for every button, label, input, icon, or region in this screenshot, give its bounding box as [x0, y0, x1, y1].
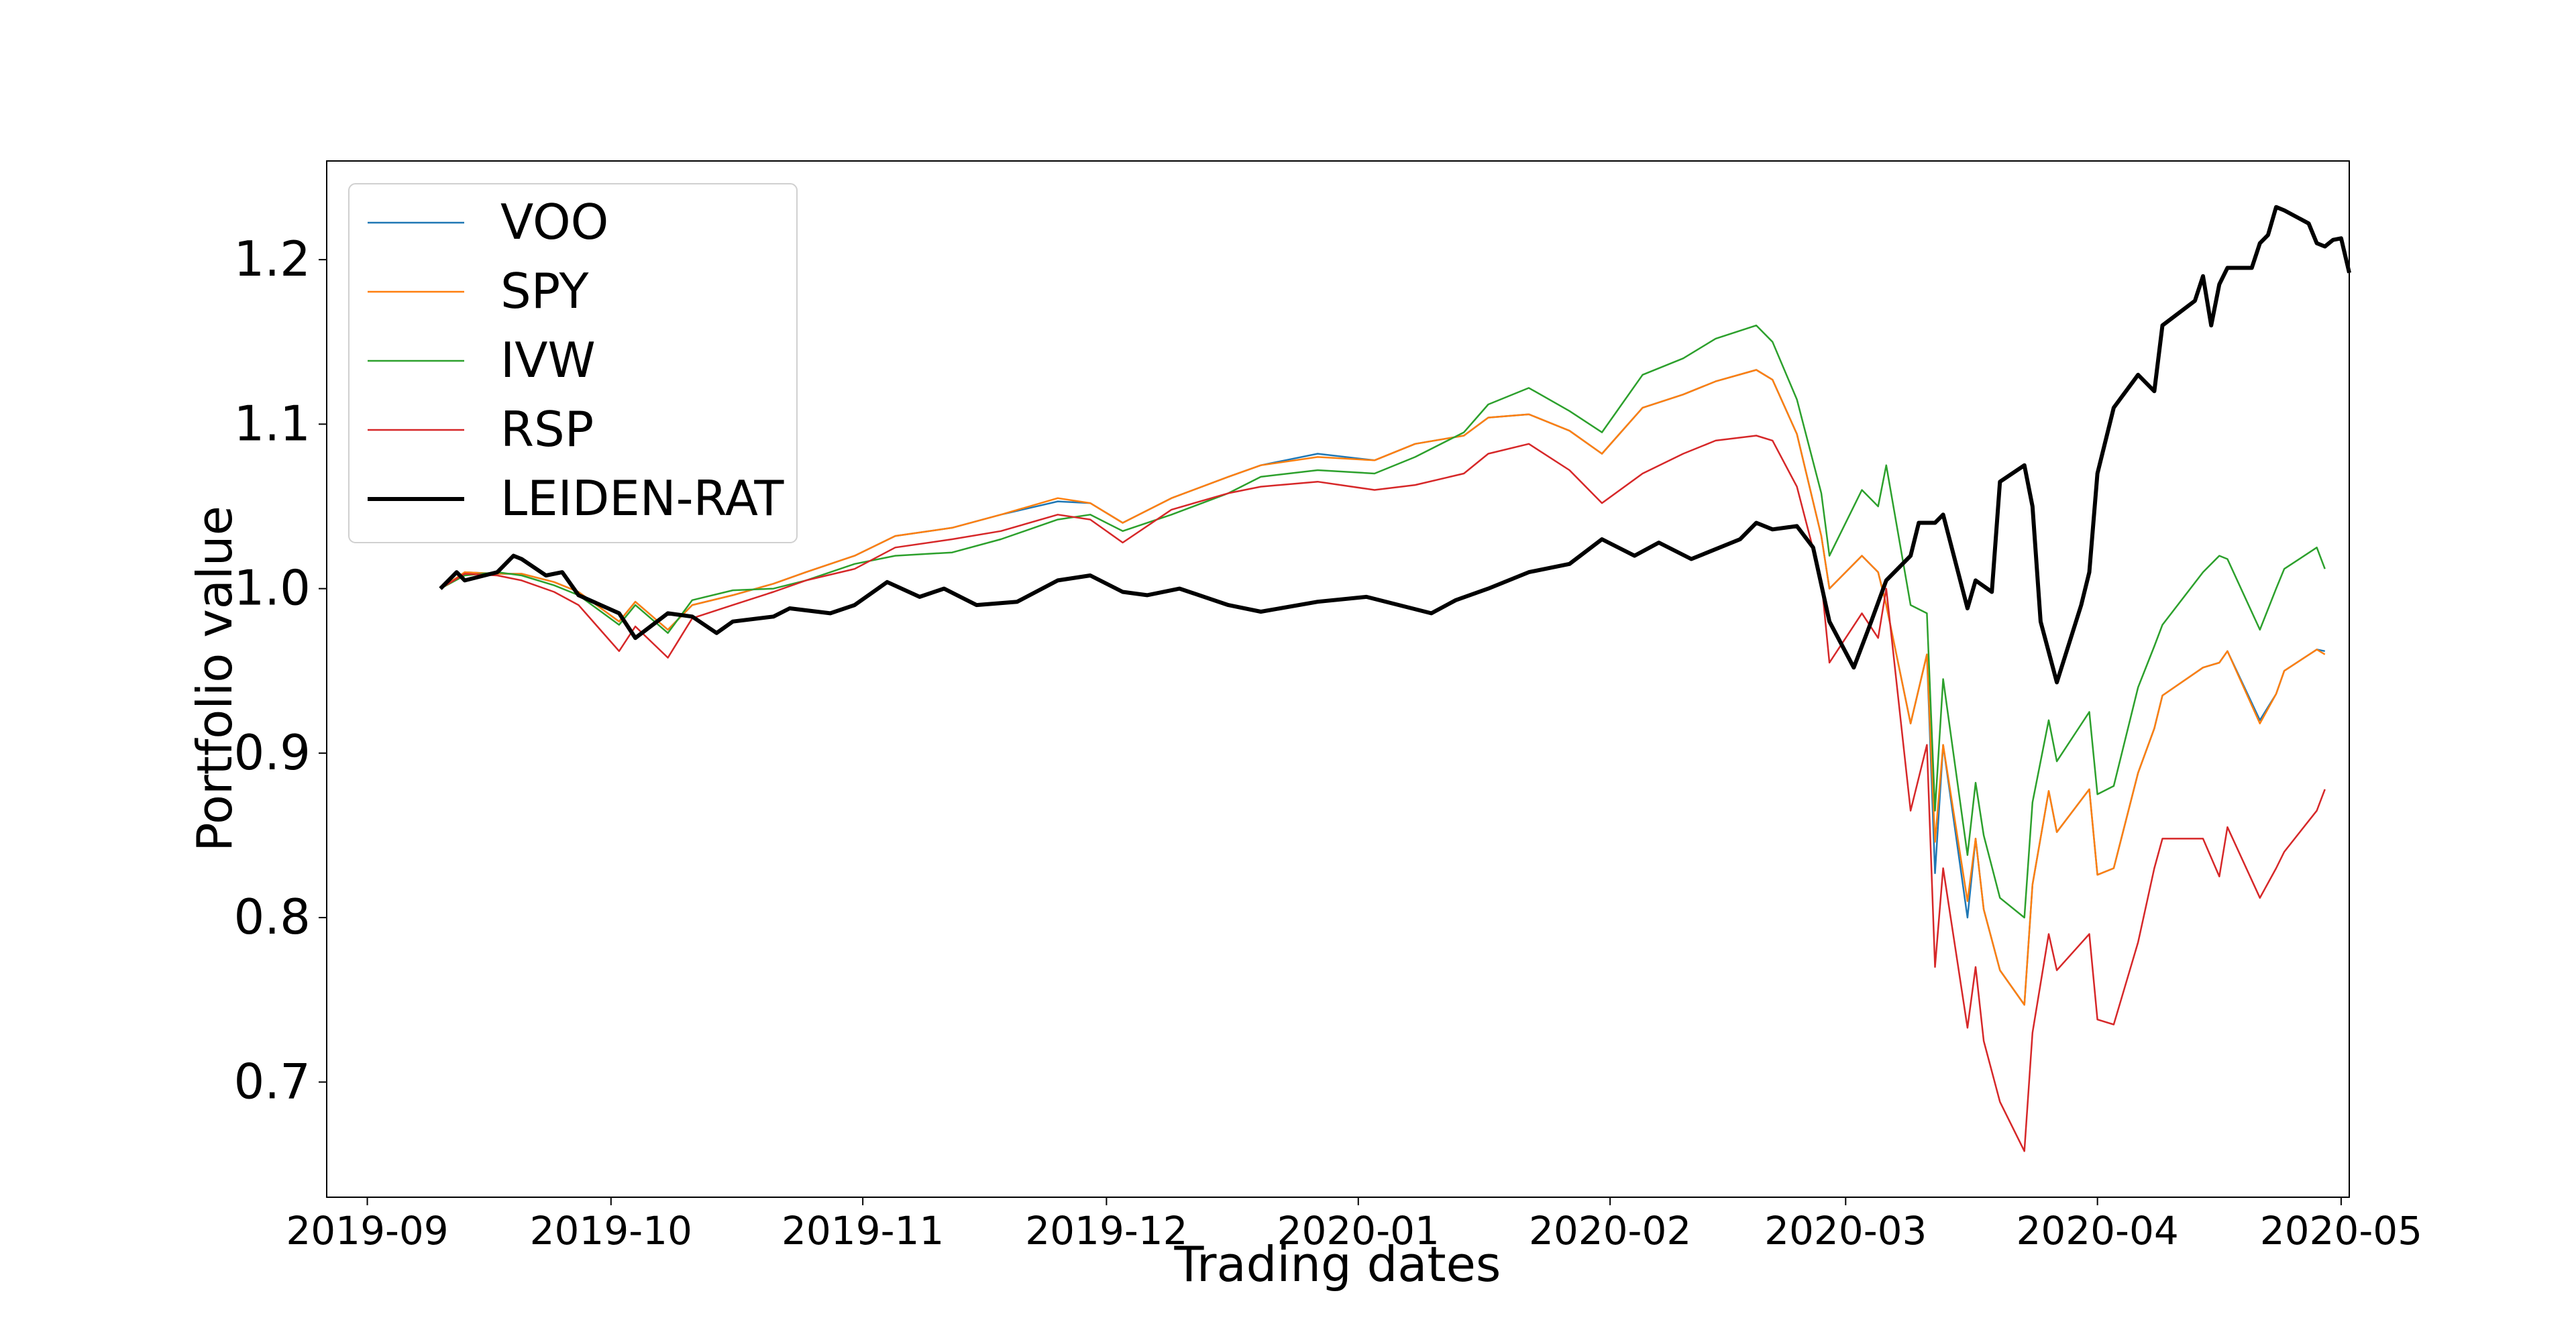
x-tick-label: 2019-10 [530, 1208, 692, 1254]
y-tick-label: 0.9 [233, 724, 311, 781]
x-tick-label: 2019-12 [1025, 1208, 1187, 1254]
x-tick-label: 2020-02 [1529, 1208, 1691, 1254]
series-line-leiden-rat [439, 205, 2351, 685]
legend-label-voo: VOO [500, 194, 608, 250]
legend-label-rsp: RSP [500, 401, 594, 457]
x-axis-label: Trading dates [1174, 1236, 1501, 1292]
plot-frame [326, 160, 2350, 1198]
series-line-ivw [439, 324, 2326, 919]
legend-label-leiden-rat: LEIDEN-RAT [500, 470, 784, 527]
legend-box [348, 183, 798, 543]
y-tick-label: 0.7 [233, 1053, 311, 1109]
y-axis-label: Portfolio value [186, 506, 243, 852]
x-tick-label: 2020-01 [1277, 1208, 1440, 1254]
y-tick-label: 1.1 [233, 395, 311, 451]
y-tick-label: 0.8 [233, 889, 311, 945]
legend-label-spy: SPY [500, 263, 590, 319]
series-layer [439, 205, 2351, 1152]
y-tick-label: 1.2 [233, 231, 311, 287]
x-tick-label: 2020-03 [1764, 1208, 1927, 1254]
y-axis-ticks: 0.7 0.8 0.9 1.0 1.1 1.2 [233, 231, 327, 1109]
series-line-spy [439, 369, 2326, 1006]
x-tick-label: 2020-04 [2016, 1208, 2178, 1254]
x-tick-label: 2019-09 [286, 1208, 448, 1254]
legend-label-ivw: IVW [500, 332, 596, 388]
legend: VOO SPY IVW RSP LEIDEN-RAT [348, 183, 798, 543]
x-tick-label: 2020-05 [2260, 1208, 2422, 1254]
series-line-rsp [439, 435, 2326, 1152]
x-axis-ticks: 2019-09 2019-10 2019-11 2019-12 2020-01 2020-… [286, 1197, 2422, 1254]
y-tick-label: 1.0 [233, 560, 311, 616]
x-tick-label: 2019-11 [782, 1208, 944, 1254]
